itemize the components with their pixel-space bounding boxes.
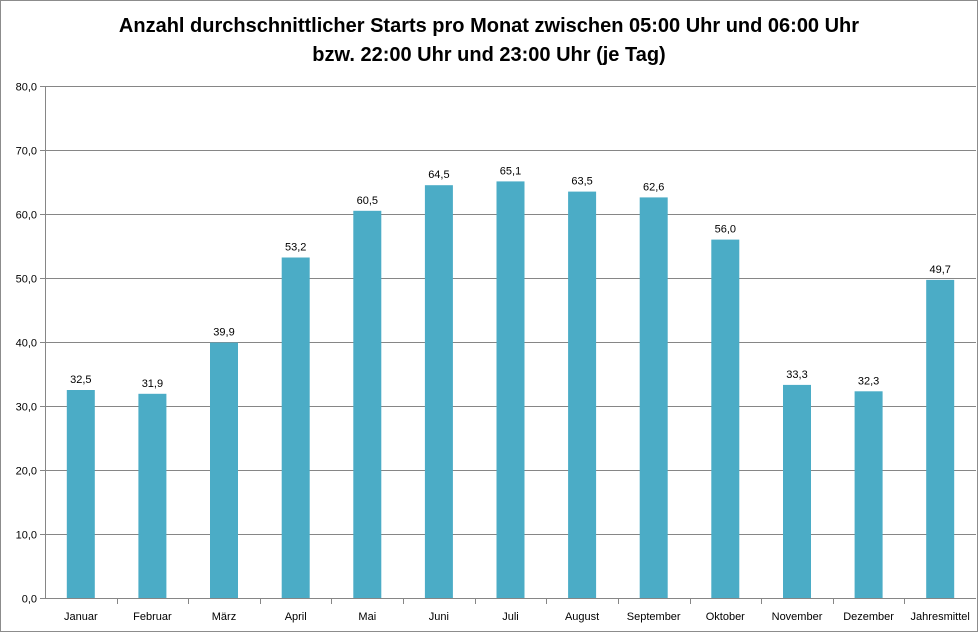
bar — [353, 210, 382, 599]
chart-title-line-1: Anzahl durchschnittlicher Starts pro Mon… — [118, 15, 860, 37]
bar — [281, 257, 310, 598]
bar — [496, 181, 525, 598]
data-label: 53,2 — [285, 242, 306, 254]
y-tick-label: 0,0 — [22, 594, 37, 606]
data-label: 63,5 — [571, 176, 592, 188]
bar — [210, 342, 238, 598]
y-tick-label: 10,0 — [16, 530, 37, 542]
y-tick-label: 80,0 — [16, 82, 37, 94]
x-tick-label: Oktober — [706, 611, 745, 623]
data-label: 60,5 — [357, 195, 378, 207]
x-tick-label: Februar — [133, 611, 172, 623]
data-label: 32,3 — [858, 375, 879, 387]
y-tick-label: 50,0 — [16, 274, 37, 286]
bar — [639, 197, 668, 598]
y-tick-label: 70,0 — [16, 146, 37, 158]
bar — [711, 239, 740, 598]
data-label: 32,5 — [70, 374, 91, 386]
data-label: 65,1 — [500, 165, 521, 177]
x-tick-label: Juli — [502, 611, 519, 623]
x-tick-label: März — [212, 611, 236, 623]
bar — [138, 393, 167, 598]
x-tick-label: November — [772, 611, 823, 623]
data-label: 39,9 — [213, 327, 234, 339]
data-label: 31,9 — [142, 378, 163, 390]
data-label: 56,0 — [715, 224, 736, 236]
data-label: 49,7 — [929, 264, 950, 276]
y-tick-label: 40,0 — [16, 338, 37, 350]
x-tick-label: Dezember — [843, 611, 894, 623]
x-tick-label: Mai — [358, 611, 376, 623]
bar — [783, 384, 811, 598]
data-label: 64,5 — [428, 169, 449, 181]
data-label: 33,3 — [786, 369, 807, 381]
y-tick-label: 60,0 — [16, 210, 37, 222]
x-tick-label: Januar — [64, 611, 98, 623]
x-tick-label: September — [627, 611, 681, 623]
y-tick-label: 30,0 — [16, 402, 37, 414]
data-label: 62,6 — [643, 181, 664, 193]
chart-title: Anzahl durchschnittlicher Starts pro Mon… — [1, 12, 977, 70]
bar — [424, 185, 453, 598]
x-tick-label: Jahresmittel — [911, 611, 970, 623]
y-tick-label: 20,0 — [16, 466, 37, 478]
x-tick-label: Juni — [429, 611, 449, 623]
x-tick-label: August — [565, 611, 599, 623]
bar — [568, 191, 597, 598]
bar — [66, 390, 95, 598]
x-tick-label: April — [285, 611, 307, 623]
chart-title-line-2: bzw. 22:00 Uhr und 23:00 Uhr (je Tag) — [312, 44, 666, 66]
bar — [926, 279, 955, 598]
bar — [854, 391, 883, 598]
